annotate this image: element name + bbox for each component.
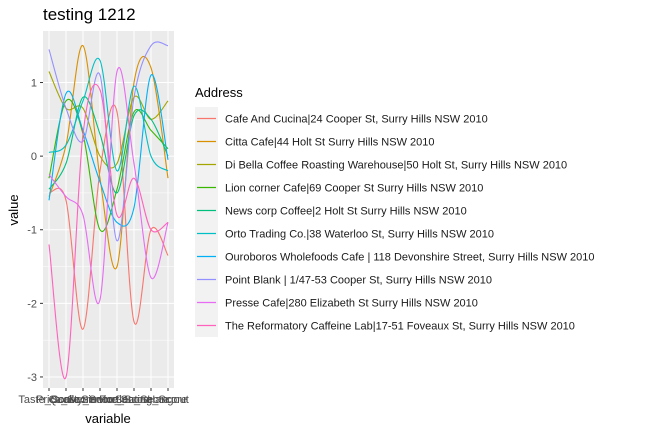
series-line-9 xyxy=(48,67,169,304)
y-axis-title: value xyxy=(6,194,21,225)
legend-label: Citta Cafe|44 Holt St Surry Hills NSW 20… xyxy=(225,137,434,149)
legend-label: Presse Cafe|280 Elizabeth St Surry Hills… xyxy=(225,298,478,310)
x-tick-label: Hangout xyxy=(147,394,189,406)
series-lines xyxy=(48,41,169,380)
y-axis: -3 -2 -1 0 1 xyxy=(27,78,43,384)
series-line-8 xyxy=(48,41,169,242)
y-tick-label: 0 xyxy=(31,151,37,163)
x-tick-label: Seating_Score xyxy=(115,394,187,406)
series-line-1 xyxy=(48,104,169,330)
x-tick-label: Price_Score xyxy=(36,394,96,406)
x-tick-label: Service_Score xyxy=(81,394,153,406)
legend-label: Ouroboros Wholefoods Cafe | 118 Devonshi… xyxy=(225,252,594,264)
legend-label: Di Bella Coffee Roasting Warehouse|50 Ho… xyxy=(225,160,567,172)
plot-panel xyxy=(43,31,174,388)
legend-label: Point Blank | 1/47-53 Cooper St, Surry H… xyxy=(225,275,492,287)
x-tick-label: Portion_Score xyxy=(99,394,169,406)
legend-title: Address xyxy=(195,85,243,100)
x-tick-label: Taste_Score xyxy=(18,394,79,406)
y-tick-label: -2 xyxy=(27,298,37,310)
x-tick-label: Convenience_Score xyxy=(50,394,149,406)
series-line-10 xyxy=(48,83,169,380)
legend-label: The Reformatory Caffeine Lab|17-51 Fovea… xyxy=(225,321,575,333)
x-tick-label: Quality_Score xyxy=(48,394,117,406)
x-axis-title: variable xyxy=(85,411,131,426)
legend-label: News corp Coffee|2 Holt St Surry Hills N… xyxy=(225,206,467,218)
legend-label: Cafe And Cucina|24 Cooper St, Surry Hill… xyxy=(225,114,488,126)
series-line-6 xyxy=(48,57,169,172)
legend: Address Cafe And Cucina|24 Cooper St, Su… xyxy=(195,85,594,337)
y-tick-label: -1 xyxy=(27,225,37,237)
chart-title: testing 1212 xyxy=(43,5,136,24)
legend-label: Lion corner Cafe|69 Cooper St Surry Hill… xyxy=(225,183,483,195)
x-axis: Taste_ScorePrice_ScoreQuality_ScoreConve… xyxy=(18,388,189,406)
legend-label: Orto Trading Co.|38 Waterloo St, Surry H… xyxy=(225,229,494,241)
y-tick-label: -3 xyxy=(27,372,37,384)
y-tick-label: 1 xyxy=(31,78,37,90)
